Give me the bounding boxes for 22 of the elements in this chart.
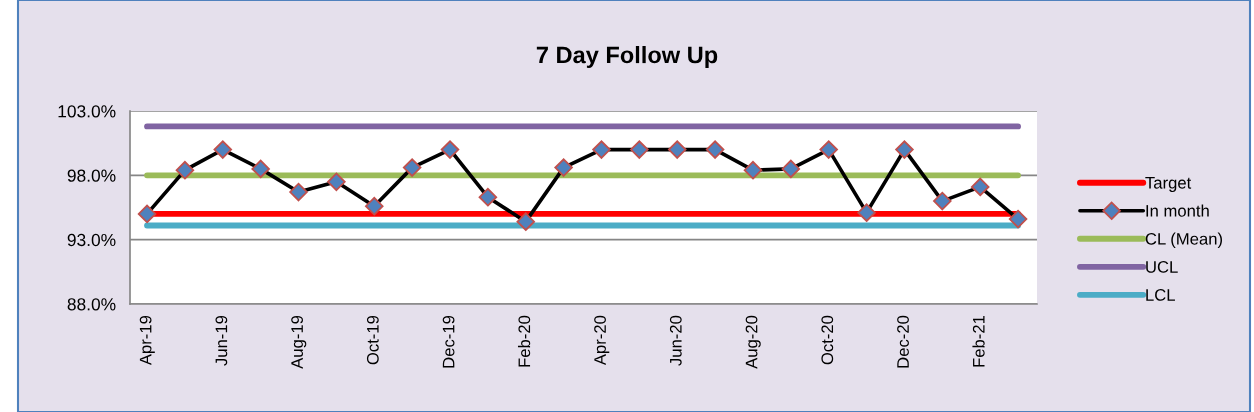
y-tick-label: 93.0% [67, 233, 116, 247]
x-tick-label: Jun-19 [215, 315, 228, 366]
x-tick-label: Apr-20 [594, 315, 610, 366]
x-tick-label: Jun-20 [669, 315, 682, 366]
x-tick-label: Dec-19 [442, 315, 455, 368]
x-tick-label: Oct-20 [821, 315, 834, 365]
x-tick-label: Feb-21 [972, 315, 985, 367]
legend-label: CL (Mean) [1145, 232, 1223, 249]
legend-label: LCL [1146, 289, 1175, 301]
x-tick-label: Oct-19 [366, 315, 379, 365]
legend-label: In month [1146, 204, 1209, 217]
x-tick-label: Aug-20 [745, 315, 761, 369]
y-tick-label: 88.0% [67, 298, 116, 311]
chart-title: 7 Day Follow Up [536, 46, 718, 68]
y-tick-label: 103.0% [58, 105, 116, 118]
y-tick-label: 98.0% [67, 169, 116, 182]
legend-label: Target [1145, 177, 1192, 193]
x-tick-label: Feb-20 [517, 315, 531, 367]
legend-label: UCL [1146, 261, 1178, 273]
x-tick-label: Apr-19 [139, 315, 155, 366]
x-tick-label: Dec-20 [897, 315, 909, 368]
x-tick-label: Aug-19 [291, 315, 307, 369]
